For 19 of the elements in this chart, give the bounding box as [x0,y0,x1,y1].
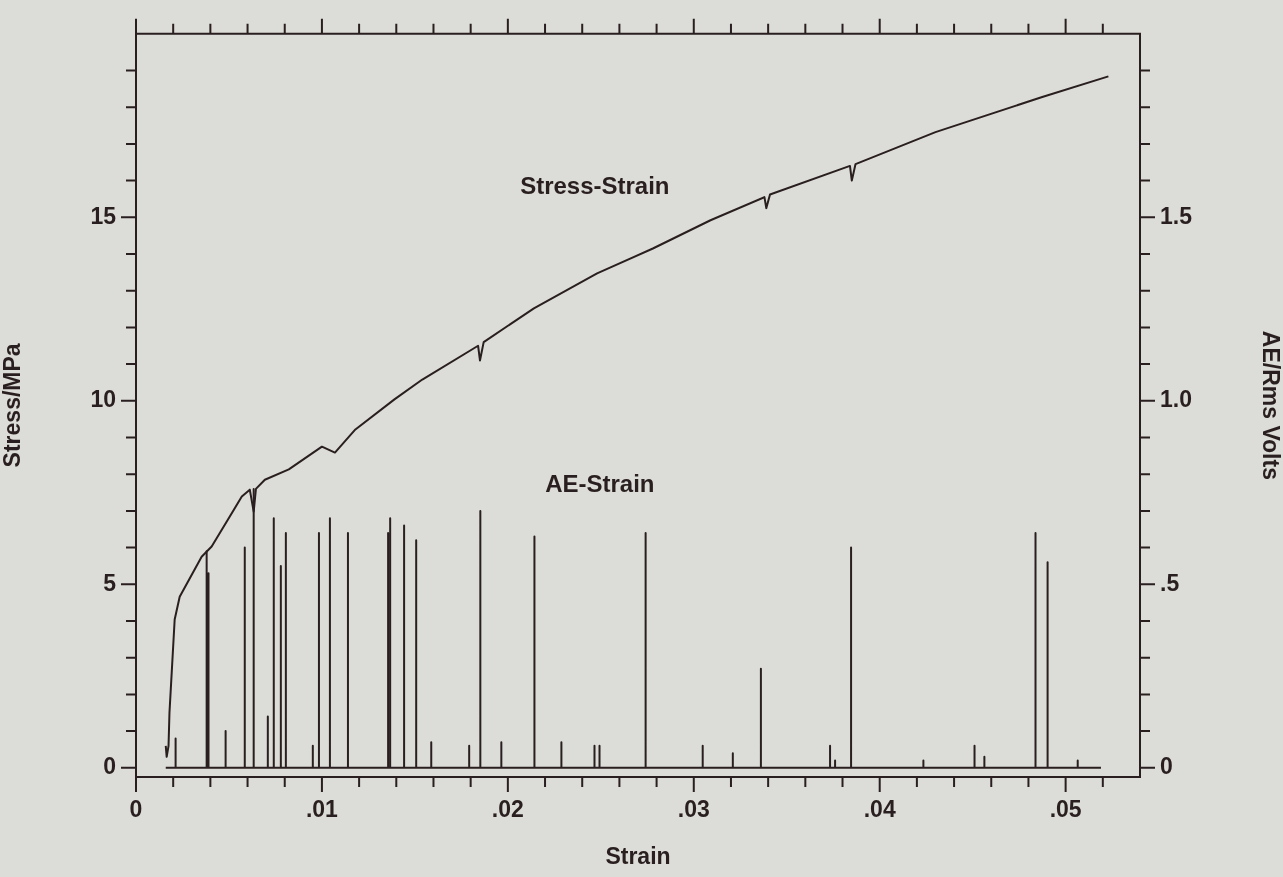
y-axis-title: Stress/MPa [0,343,26,468]
y-tick-label: 0 [103,753,116,780]
y2-tick-label: 0 [1160,753,1173,780]
y-tick-label: 5 [103,569,117,596]
x-axis-title: Strain [605,842,671,869]
y-tick-label: 10 [90,386,116,413]
series-label: AE-Strain [545,470,655,498]
x-tick-label: .01 [305,796,339,823]
y2-axis-title: AE/Rms Volts [1257,330,1283,480]
y2-tick-label: 1.5 [1160,202,1193,229]
y2-tick-label: .5 [1160,569,1180,596]
x-tick-label: .02 [491,796,524,823]
series-label: Stress-Strain [520,172,670,200]
x-tick-label: 0 [129,796,143,823]
y2-tick-label: 1.0 [1160,386,1192,413]
y-tick-label: 15 [90,202,117,229]
x-tick-label: .04 [863,796,896,823]
x-tick-label: .03 [677,796,710,823]
x-tick-label: .05 [1049,796,1082,823]
